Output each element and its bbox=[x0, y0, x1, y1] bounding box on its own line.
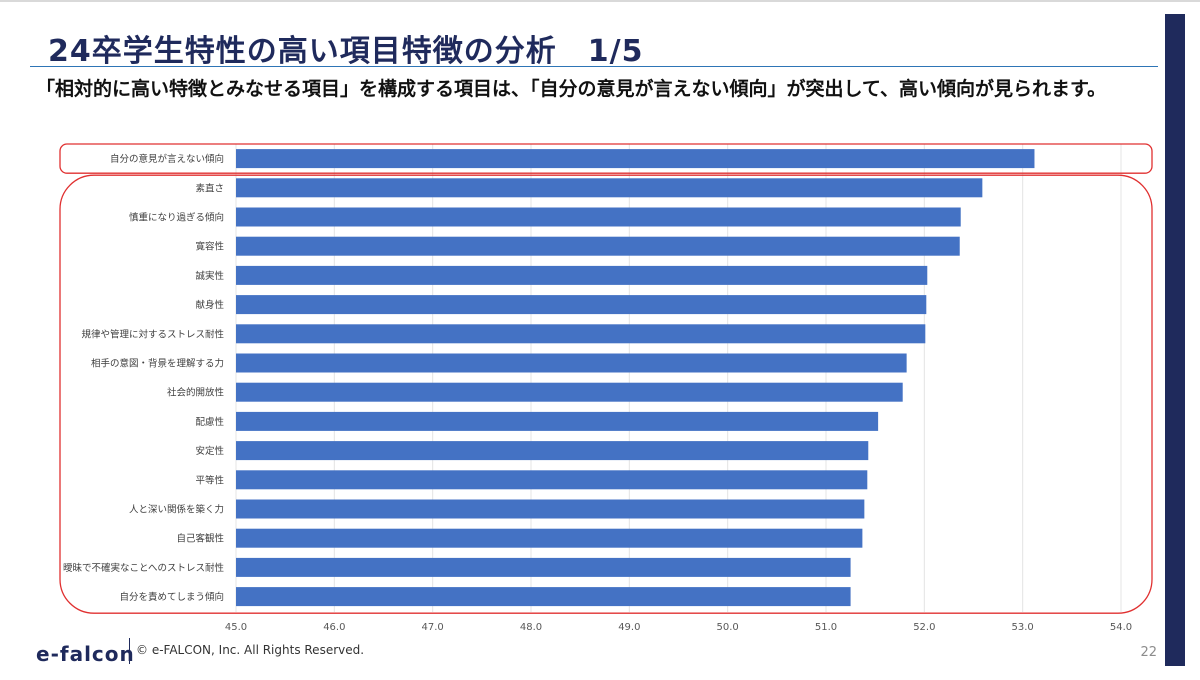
x-tick-label: 47.0 bbox=[422, 622, 444, 633]
x-tick-label: 52.0 bbox=[913, 622, 935, 633]
category-label: 配慮性 bbox=[195, 416, 224, 428]
category-label: 自己客観性 bbox=[176, 533, 224, 545]
page-subtitle: 「相対的に高い特徴とみなせる項目」を構成する項目は、「自分の意見が言えない傾向」… bbox=[36, 78, 1107, 100]
category-label: 安定性 bbox=[195, 445, 224, 457]
category-labels: 自分の意見が言えない傾向素直さ慎重になり過ぎる傾向寛容性誠実性献身性規律や管理に… bbox=[63, 153, 225, 603]
company-logo: e-falcon bbox=[36, 642, 135, 666]
title-divider bbox=[30, 66, 1158, 67]
bar bbox=[236, 441, 869, 461]
category-label: 慎重になり過ぎる傾向 bbox=[129, 212, 224, 224]
category-label: 規律や管理に対するストレス耐性 bbox=[81, 328, 224, 340]
slide-top-border bbox=[0, 0, 1200, 2]
bar bbox=[236, 382, 903, 402]
x-tick-label: 54.0 bbox=[1110, 622, 1132, 633]
highlight-box-top-item bbox=[59, 143, 1153, 174]
x-tick-label: 45.0 bbox=[225, 622, 247, 633]
bar bbox=[236, 353, 907, 373]
highlight-box-group bbox=[59, 174, 1153, 614]
category-label: 社会的開放性 bbox=[167, 387, 225, 399]
bar bbox=[236, 411, 879, 431]
category-label: 曖昧で不確実なことへのストレス耐性 bbox=[63, 562, 225, 574]
category-label: 素直さ bbox=[195, 182, 224, 194]
bar bbox=[236, 236, 960, 256]
x-axis-tick-labels: 45.0 46.0 47.0 48.0 49.0 50.0 51.0 52.0 53.0 54.0 bbox=[225, 622, 1132, 633]
bar bbox=[236, 324, 926, 344]
category-label: 自分の意見が言えない傾向 bbox=[110, 153, 224, 165]
x-tick-label: 48.0 bbox=[520, 622, 542, 633]
category-label: 人と深い関係を築く力 bbox=[129, 504, 224, 516]
highlight-boxes bbox=[59, 143, 1153, 614]
x-tick-label: 50.0 bbox=[717, 622, 739, 633]
category-label: 誠実性 bbox=[195, 270, 224, 282]
category-label: 相手の意図・背景を理解する力 bbox=[91, 358, 224, 370]
bar bbox=[236, 470, 868, 490]
bar bbox=[236, 295, 927, 315]
bar bbox=[236, 178, 983, 198]
bar bbox=[236, 499, 865, 519]
category-label: 献身性 bbox=[195, 299, 224, 311]
bar bbox=[236, 207, 961, 227]
footer-separator bbox=[129, 638, 130, 664]
accent-side-bar bbox=[1165, 14, 1185, 666]
x-tick-label: 46.0 bbox=[323, 622, 345, 633]
bar bbox=[236, 557, 851, 577]
bar bbox=[236, 149, 1035, 169]
page-title: 24卒学生特性の高い項目特徴の分析 1/5 bbox=[48, 34, 644, 69]
bar bbox=[236, 587, 851, 607]
page-number: 22 bbox=[1140, 645, 1157, 660]
category-label: 平等性 bbox=[195, 474, 224, 486]
category-label: 寛容性 bbox=[195, 241, 224, 253]
bar bbox=[236, 265, 928, 285]
x-tick-label: 53.0 bbox=[1012, 622, 1034, 633]
x-tick-label: 49.0 bbox=[618, 622, 640, 633]
bar bbox=[236, 528, 863, 548]
category-label: 自分を責めてしまう傾向 bbox=[119, 591, 224, 603]
x-tick-label: 51.0 bbox=[815, 622, 837, 633]
copyright-text: © e-FALCON, Inc. All Rights Reserved. bbox=[136, 643, 365, 657]
chart-bars bbox=[236, 149, 1035, 607]
